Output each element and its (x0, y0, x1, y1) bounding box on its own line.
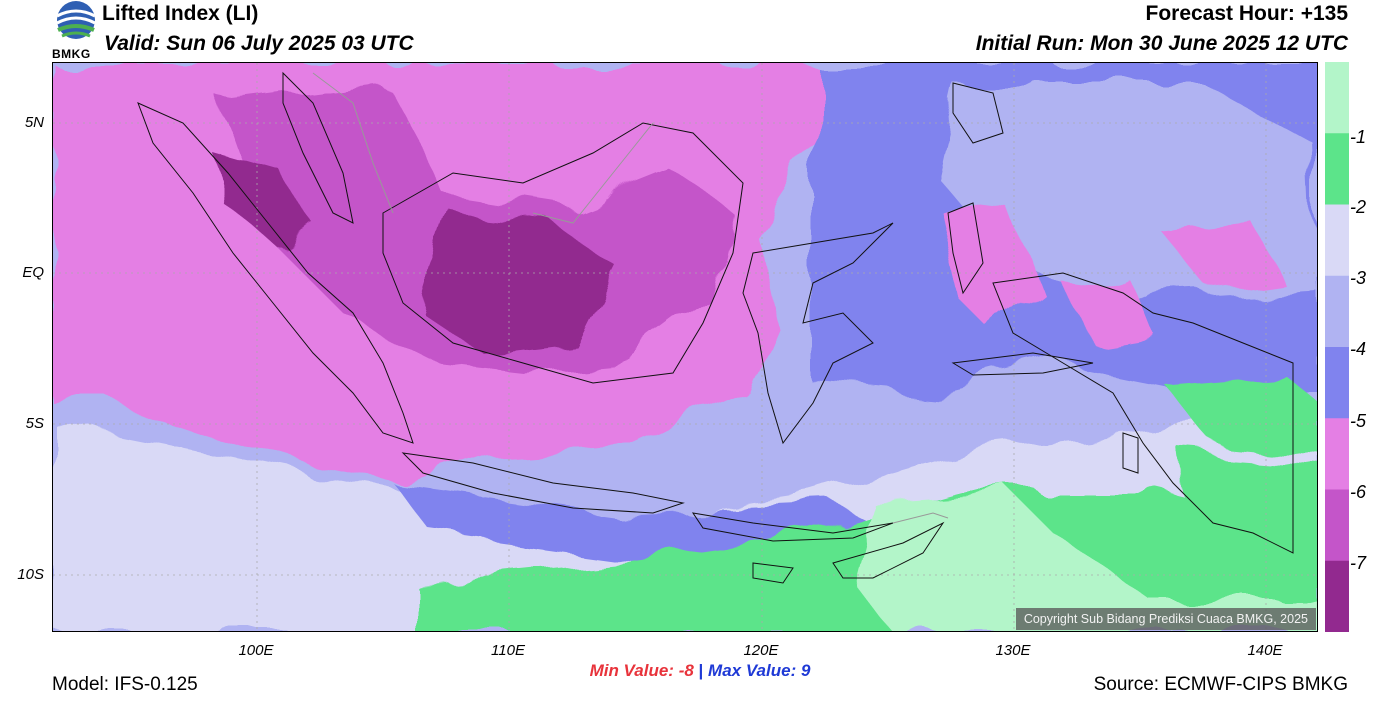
bmkg-logo (50, 0, 102, 62)
lat-label-5n: 5N (24, 114, 44, 131)
colorbar-label: -7 (1350, 553, 1367, 573)
forecast-hour: Forecast Hour: +135 (1145, 2, 1349, 25)
source-info: Source: ECMWF-CIPS BMKG (1093, 674, 1348, 695)
colorbar-label: -4 (1350, 339, 1367, 359)
lifted-index-map (52, 62, 1318, 632)
lat-label-10s: 10S (17, 566, 44, 583)
lon-label-130e: 130E (995, 642, 1031, 659)
lat-label-eq: EQ (22, 264, 44, 281)
model-info: Model: IFS-0.125 (52, 674, 198, 695)
copyright-note: Copyright Sub Bidang Prediksi Cuaca BMKG… (1015, 608, 1316, 630)
colorbar-swatch (1325, 418, 1349, 490)
map-canvas (53, 63, 1317, 631)
colorbar-swatch (1325, 204, 1349, 277)
logo-text: BMKG (52, 47, 91, 61)
colorbar-swatch (1325, 275, 1349, 348)
max-label: Max Value: (708, 661, 797, 680)
colorbar-swatch (1325, 62, 1349, 134)
colorbar-swatch (1325, 560, 1349, 633)
lat-label-5s: 5S (25, 415, 44, 432)
lon-label-140e: 140E (1247, 642, 1283, 659)
initial-run: Initial Run: Mon 30 June 2025 12 UTC (975, 32, 1348, 55)
max-value: 9 (800, 661, 811, 680)
colorbar-swatch (1325, 489, 1349, 562)
min-value: -8 (678, 661, 694, 680)
colorbar-swatch (1325, 347, 1349, 419)
colorbar-swatches (1325, 62, 1349, 633)
lon-label-120e: 120E (743, 642, 779, 659)
min-max-values: Min Value: -8 | Max Value: 9 (0, 661, 1400, 681)
valid-time: Valid: Sun 06 July 2025 03 UTC (104, 32, 414, 55)
colorbar-label: -5 (1350, 411, 1367, 431)
colorbar-label: -1 (1350, 127, 1367, 147)
colorbar-label: -3 (1350, 268, 1367, 288)
lon-label-100e: 100E (238, 642, 274, 659)
lon-label-110e: 110E (491, 642, 525, 659)
colorbar-label: -6 (1350, 482, 1367, 502)
min-max-separator: | (698, 661, 704, 680)
colorbar (1325, 62, 1349, 633)
colorbar-swatch (1325, 133, 1349, 205)
page-title: Lifted Index (LI) (102, 2, 259, 25)
colorbar-label: -2 (1350, 197, 1367, 217)
min-label: Min Value: (589, 661, 674, 680)
